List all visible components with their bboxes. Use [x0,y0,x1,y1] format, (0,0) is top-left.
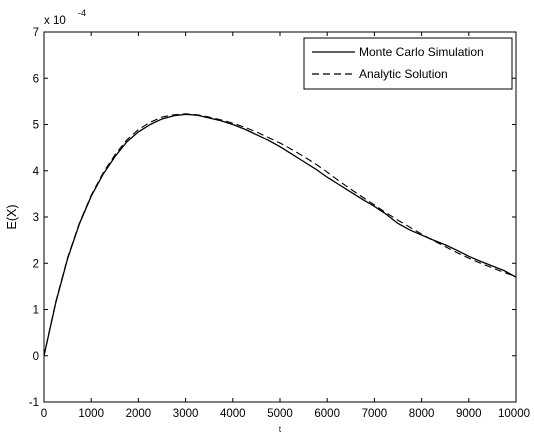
x-tick-label: 3000 [173,408,199,420]
x-tick-label: 5000 [267,408,293,420]
x-tick-label: 10000 [498,408,530,420]
y-multiplier-exponent: -4 [78,8,86,18]
x-tick-label: 2000 [126,408,152,420]
y-tick-label: -1 [29,397,39,409]
y-tick-label: 0 [33,351,39,363]
y-tick-label: 6 [33,73,39,85]
legend-label-analytic: Analytic Solution [359,67,448,81]
series-line-analytic [43,113,517,356]
y-tick-label: 2 [33,258,39,270]
legend-label-monte-carlo: Monte Carlo Simulation [359,45,484,59]
y-multiplier-label: x 10 [44,15,66,27]
x-tick-label: 4000 [220,408,246,420]
y-tick-label: 4 [33,166,40,178]
x-tick-label: 7000 [362,408,388,420]
x-tick-label: 9000 [456,408,482,420]
legend: Monte Carlo Simulation Analytic Solution [303,37,513,90]
legend-box [303,37,513,90]
x-tick-label: 0 [41,408,47,420]
plot-area [43,31,517,403]
x-tick-label: 8000 [409,408,435,420]
y-tick-label: 7 [33,27,39,39]
y-tick-label: 5 [33,120,39,132]
y-tick-label: 1 [33,305,39,317]
ticks-layer: 0 1000 2000 3000 4000 5000 6000 7000 8000 9000 100… [29,27,530,420]
x-tick-label: 1000 [78,408,104,420]
x-tick-label: 6000 [314,408,340,420]
y-tick-label: 3 [33,212,39,224]
series-line-monte-carlo [43,113,517,356]
x-axis-label: t [279,425,282,434]
y-axis-label: E(X) [5,205,19,230]
series-layer [43,113,517,356]
